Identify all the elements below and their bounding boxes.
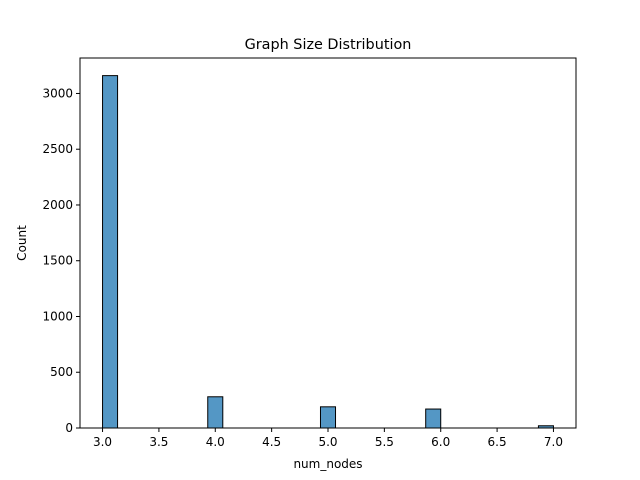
x-tick-label: 4.0 bbox=[206, 435, 225, 449]
x-axis-label: num_nodes bbox=[293, 457, 362, 471]
y-tick-label: 2000 bbox=[42, 198, 73, 212]
x-tick-label: 5.5 bbox=[375, 435, 394, 449]
y-tick-label: 3000 bbox=[42, 86, 73, 100]
histogram-bar bbox=[207, 396, 224, 429]
histogram-bar bbox=[319, 406, 337, 429]
x-tick-label: 3.5 bbox=[149, 435, 168, 449]
histogram-bar bbox=[425, 408, 442, 429]
bars-group bbox=[102, 75, 554, 429]
plot-frame bbox=[79, 57, 577, 429]
x-tick-label: 5.0 bbox=[318, 435, 337, 449]
y-tick-label: 1500 bbox=[42, 254, 73, 268]
x-tick-label: 6.5 bbox=[488, 435, 507, 449]
x-axis: 3.0 3.5 4.0 4.5 5.0 5.5 6.0 6.5 7.0 bbox=[93, 428, 563, 449]
chart-title: Graph Size Distribution bbox=[245, 37, 412, 53]
y-tick-label: 0 bbox=[65, 421, 73, 435]
y-axis: 0 500 1000 1500 2000 2500 3000 bbox=[42, 86, 80, 435]
y-tick-label: 2500 bbox=[42, 142, 73, 156]
histogram-bar bbox=[102, 75, 119, 429]
x-tick-label: 7.0 bbox=[544, 435, 563, 449]
y-tick-label: 1000 bbox=[42, 309, 73, 323]
y-tick-label: 500 bbox=[50, 365, 73, 379]
y-axis-label: Count bbox=[15, 225, 29, 261]
x-tick-label: 3.0 bbox=[93, 435, 112, 449]
x-tick-label: 6.0 bbox=[431, 435, 450, 449]
x-tick-label: 4.5 bbox=[262, 435, 281, 449]
